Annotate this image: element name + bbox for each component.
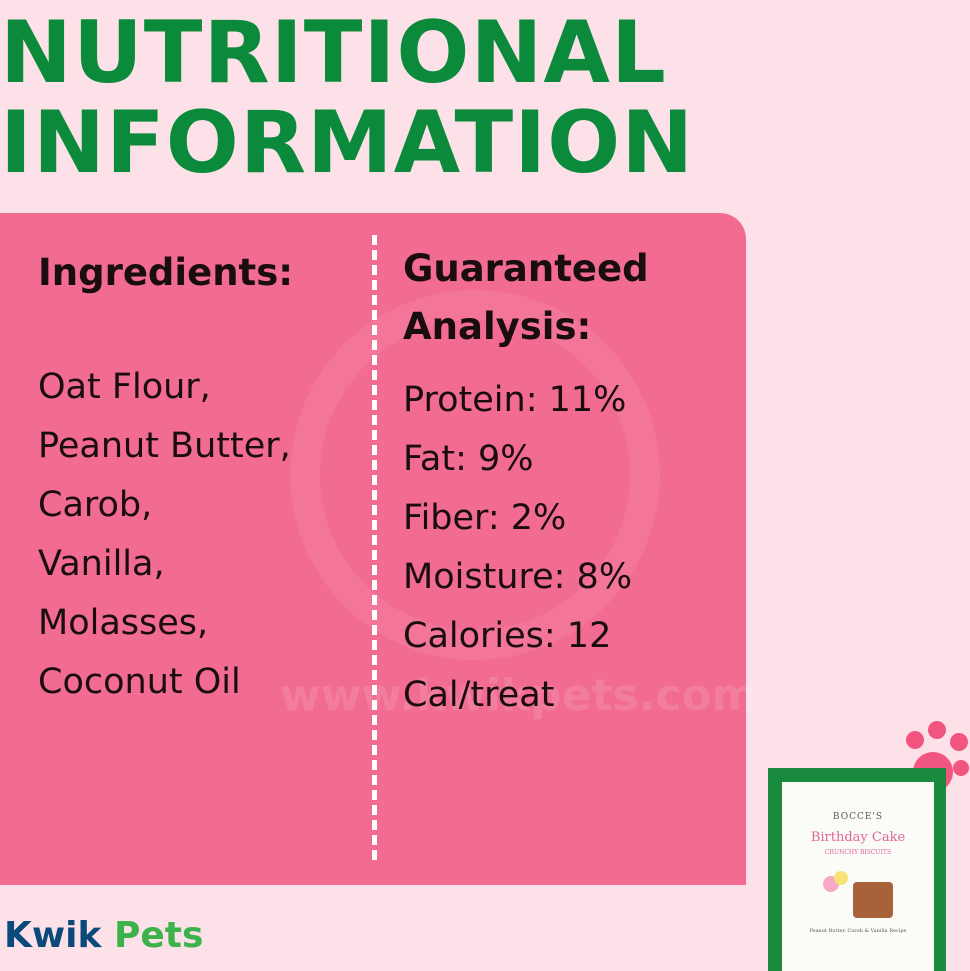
analysis-heading: Analysis: (403, 305, 592, 348)
list-item: Peanut Butter, (38, 426, 291, 466)
list-item: Vanilla, (38, 544, 165, 584)
product-image: BOCCE'S Birthday Cake CRUNCHY BISCUITS P… (768, 768, 946, 971)
analysis-column: Guaranteed Analysis: Protein: 11% Fat: 9%… (403, 240, 649, 725)
divider (372, 235, 377, 860)
ingredients-column: Ingredients: Oat Flour, Peanut Butter, Car… (38, 244, 293, 712)
brand: BOCCE'S (832, 812, 884, 822)
list-item: Moisture: 8% (403, 557, 633, 597)
product-subtitle: CRUNCHY BISCUITS (824, 849, 892, 856)
title-line: INFORMATION (0, 93, 695, 193)
analysis-list: Protein: 11% Fat: 9% Fiber: 2% Moisture: 8%… (403, 371, 649, 725)
product-name: Birthday Cake (810, 830, 906, 845)
title-line: NUTRITIONAL (0, 3, 667, 103)
product-bag: BOCCE'S Birthday Cake CRUNCHY BISCUITS P… (782, 782, 934, 971)
analysis-heading: Guaranteed (403, 247, 649, 290)
watermark: www.kwikpets.com (280, 670, 758, 721)
list-item: Carob, (38, 485, 153, 525)
cake-illustration (823, 871, 893, 918)
logo-first: Kwik (4, 915, 102, 956)
list-item: Molasses, (38, 603, 209, 643)
list-item: Calories: 12 (403, 616, 612, 656)
list-item: Fiber: 2% (403, 498, 567, 538)
list-item: Cal/treat (403, 675, 555, 715)
product-recipe: Peanut Butter, Carob & Vanilla Recipe (809, 928, 907, 934)
list-item: Oat Flour, (38, 367, 211, 407)
ingredients-list: Oat Flour, Peanut Butter, Carob, Vanilla, Mo… (38, 358, 293, 712)
watermark-logo (290, 290, 660, 660)
list-item: Fat: 9% (403, 439, 534, 479)
list-item: Protein: 11% (403, 380, 627, 420)
list-item: Coconut Oil (38, 662, 241, 702)
logo-second: Pets (113, 915, 204, 956)
logo: Kwik Pets (4, 915, 203, 956)
ingredients-heading: Ingredients: (38, 251, 294, 294)
